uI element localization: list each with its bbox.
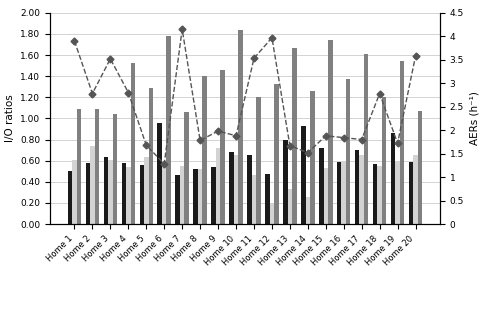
Bar — [158, 123, 162, 224]
AER — [340, 136, 346, 140]
Bar — [194, 169, 198, 224]
Bar — [310, 91, 314, 224]
Bar — [274, 84, 278, 224]
Y-axis label: AERs (h⁻¹): AERs (h⁻¹) — [470, 92, 480, 145]
AER — [358, 138, 364, 141]
AER — [305, 151, 311, 155]
Bar — [140, 165, 144, 224]
Bar — [256, 97, 260, 224]
Bar — [292, 48, 296, 224]
Bar — [130, 63, 135, 224]
Bar — [337, 162, 342, 224]
Bar — [216, 148, 220, 224]
AER — [394, 141, 400, 145]
Bar — [108, 160, 112, 224]
AER — [376, 92, 382, 95]
AER — [126, 91, 132, 94]
AER — [251, 56, 257, 60]
Bar — [144, 157, 148, 224]
Bar — [306, 196, 310, 224]
Bar — [288, 189, 292, 224]
AER — [233, 134, 239, 138]
Bar — [184, 112, 189, 224]
Bar — [342, 161, 346, 224]
Bar — [265, 174, 270, 224]
Bar — [198, 169, 202, 224]
AER — [287, 144, 293, 148]
Bar — [252, 175, 256, 224]
Bar — [126, 167, 130, 224]
Bar — [247, 155, 252, 224]
Bar — [346, 79, 350, 224]
Bar — [373, 164, 378, 224]
Bar — [355, 150, 360, 224]
Bar — [238, 30, 243, 224]
AER — [72, 39, 78, 43]
Bar — [148, 88, 153, 224]
AER — [412, 54, 418, 58]
Bar — [418, 111, 422, 224]
AER — [179, 27, 185, 31]
Bar — [68, 171, 72, 224]
Bar — [360, 155, 364, 224]
Bar — [162, 164, 166, 224]
Bar — [112, 114, 117, 224]
AER — [197, 139, 203, 142]
Line: AER: AER — [72, 27, 418, 166]
AER — [215, 129, 221, 133]
Bar — [176, 175, 180, 224]
Bar — [166, 36, 171, 224]
Bar — [212, 167, 216, 224]
AER — [144, 143, 150, 147]
Bar — [94, 109, 99, 224]
Bar — [86, 163, 90, 224]
AER — [108, 57, 114, 61]
Bar — [104, 157, 108, 224]
Bar — [301, 126, 306, 224]
Bar — [409, 162, 414, 224]
Bar — [283, 140, 288, 224]
Bar — [378, 166, 382, 224]
AER — [90, 92, 96, 95]
Bar — [76, 109, 81, 224]
Bar — [328, 40, 332, 224]
Bar — [230, 152, 234, 224]
AER — [269, 36, 275, 40]
Bar — [324, 168, 328, 224]
Bar — [72, 160, 76, 224]
Bar — [122, 163, 126, 224]
Bar — [202, 76, 207, 224]
Bar — [400, 61, 404, 224]
Bar — [414, 155, 418, 224]
Bar — [319, 148, 324, 224]
Bar — [220, 70, 225, 224]
Y-axis label: I/O ratios: I/O ratios — [4, 94, 15, 142]
Bar — [90, 146, 94, 224]
Bar — [270, 203, 274, 224]
AER — [323, 134, 329, 138]
Bar — [364, 54, 368, 224]
Bar — [396, 161, 400, 224]
Bar — [382, 97, 386, 224]
AER — [161, 162, 167, 166]
Bar — [234, 155, 238, 224]
Bar — [391, 133, 396, 224]
Bar — [180, 166, 184, 224]
